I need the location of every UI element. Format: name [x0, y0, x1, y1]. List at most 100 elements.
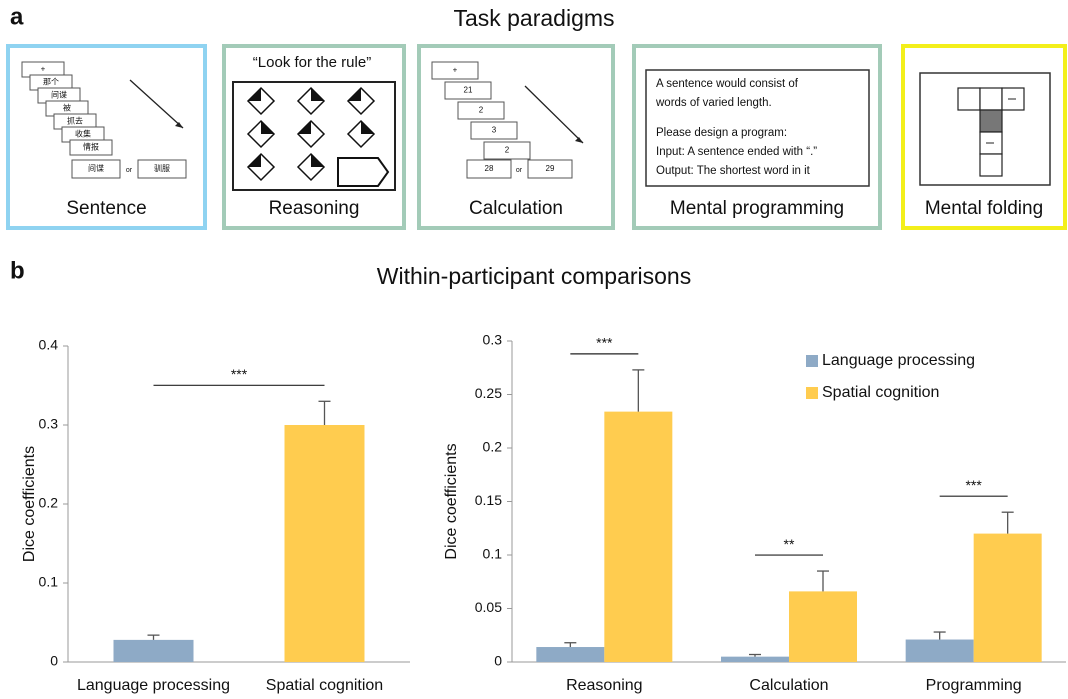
significance-label: *** — [231, 366, 248, 382]
answer-shape — [337, 157, 390, 187]
stimulus-text: 那个 — [43, 78, 59, 87]
y-tick-label: 0.05 — [475, 599, 502, 615]
stimulus-text: 被 — [63, 103, 71, 113]
y-axis-label: Dice coefficients — [443, 443, 460, 559]
arrow — [524, 85, 584, 144]
y-axis-label: Dice coefficients — [21, 446, 38, 562]
program-line: A sentence would consist of — [656, 78, 799, 90]
x-tick-label: Programming — [926, 677, 1022, 694]
stimulus-text: 2 — [479, 106, 484, 115]
stimulus-text: 28 — [485, 164, 494, 173]
task-name: Sentence — [66, 198, 146, 219]
program-line: words of varied length. — [655, 97, 772, 109]
stimulus-text: or — [126, 167, 133, 174]
y-tick-label: 0.25 — [475, 385, 502, 401]
significance-label: *** — [596, 335, 613, 351]
arrow — [129, 79, 184, 129]
stimulus-text: 21 — [464, 86, 473, 95]
fold-square — [979, 153, 1003, 177]
stimulus-text: 抓去 — [67, 116, 83, 126]
x-tick-label: Reasoning — [566, 677, 643, 694]
task-name: Calculation — [469, 198, 563, 219]
task-frame — [417, 44, 615, 230]
significance-label: ** — [784, 536, 795, 552]
stimulus-text: + — [453, 66, 458, 75]
x-tick-label: Calculation — [749, 677, 828, 694]
stimulus-box — [431, 61, 479, 80]
panel-title: Task paradigms — [453, 5, 614, 31]
stimulus-text: 间谍 — [88, 163, 104, 173]
stimulus-box — [69, 139, 113, 156]
y-tick-label: 0.2 — [483, 439, 503, 455]
stimulus-box — [137, 159, 187, 179]
stimulus-box — [470, 121, 518, 140]
y-tick-label: 0.4 — [39, 337, 59, 353]
y-tick-label: 0.2 — [39, 495, 59, 511]
bar — [973, 533, 1042, 662]
bar — [604, 411, 673, 662]
arrow-head — [175, 122, 183, 128]
diamond-fill — [361, 121, 374, 134]
x-tick-label: Language processing — [77, 677, 230, 694]
stimulus-box — [466, 159, 512, 179]
program-line: Input: A sentence ended with “.” — [656, 146, 817, 158]
task-name: Mental folding — [925, 198, 1043, 219]
task-frame — [6, 44, 207, 230]
fold-square — [979, 87, 1003, 111]
legend-swatch — [806, 355, 818, 367]
y-tick-label: 0 — [494, 653, 502, 669]
stimulus-text: + — [41, 65, 46, 74]
task-frame — [222, 44, 406, 230]
diamond-fill — [248, 88, 261, 101]
stimulus-text: 间谍 — [51, 90, 67, 100]
stimulus-text: 收集 — [75, 129, 91, 139]
fold-square — [957, 87, 981, 111]
diamond-fill — [261, 121, 274, 134]
significance-label: *** — [965, 477, 982, 493]
bar — [789, 591, 857, 662]
diamond-fill — [248, 154, 261, 167]
task-name: Mental programming — [670, 198, 844, 219]
y-tick-label: 0.3 — [39, 416, 59, 432]
bar — [905, 639, 974, 662]
y-tick-label: 0.1 — [483, 546, 503, 562]
program-line: Output: The shortest word in it — [656, 165, 811, 177]
panel-label: b — [10, 257, 25, 284]
stimulus-text: 2 — [505, 146, 510, 155]
bar — [113, 639, 194, 662]
bar — [536, 647, 605, 662]
stimulus-text: 29 — [546, 164, 555, 173]
rule-prompt: “Look for the rule” — [253, 54, 371, 71]
diamond-fill — [311, 88, 324, 101]
diamond-fill — [298, 121, 311, 134]
y-tick-label: 0 — [50, 653, 58, 669]
stimulus-box — [483, 141, 531, 160]
task-frame — [901, 44, 1067, 230]
arrow-head — [575, 137, 583, 143]
bar — [721, 656, 789, 662]
y-tick-label: 0.3 — [483, 332, 503, 348]
diamond-fill — [348, 88, 361, 101]
task-frame — [632, 44, 882, 230]
panel-title: Within-participant comparisons — [377, 263, 691, 289]
x-tick-label: Spatial cognition — [266, 677, 383, 694]
y-tick-label: 0.1 — [39, 574, 59, 590]
stimulus-text: 驯服 — [154, 164, 170, 173]
diamond-fill — [311, 154, 324, 167]
panel-label: a — [10, 3, 24, 30]
stimulus-text: or — [516, 167, 523, 174]
task-name: Reasoning — [269, 198, 360, 219]
stimulus-text: 3 — [492, 126, 497, 135]
stimulus-box — [457, 101, 505, 120]
stimulus-box — [444, 81, 492, 100]
fold-square — [979, 109, 1003, 133]
legend-swatch — [806, 387, 818, 399]
legend-label: Language processing — [822, 352, 975, 369]
stimulus-box — [527, 159, 573, 179]
bar — [284, 425, 365, 662]
program-frame — [645, 69, 870, 187]
legend-label: Spatial cognition — [822, 384, 939, 401]
stimulus-box — [71, 159, 121, 179]
stimulus-text: 情报 — [83, 142, 99, 152]
